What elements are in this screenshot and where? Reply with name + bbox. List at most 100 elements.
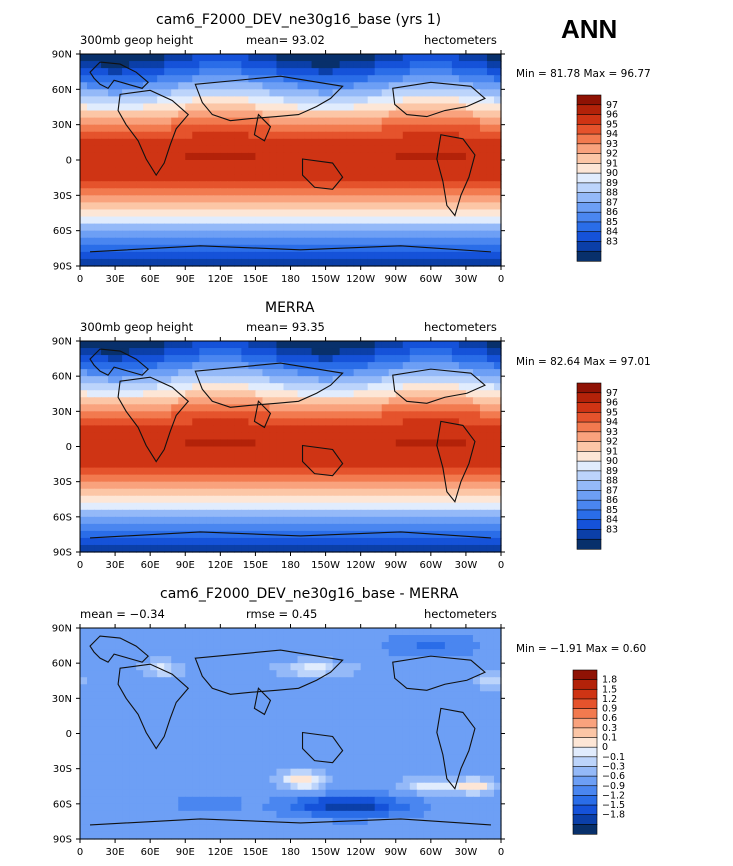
field-cell bbox=[311, 544, 320, 553]
field-cell bbox=[136, 251, 144, 260]
field-cell bbox=[255, 160, 264, 168]
field-cell bbox=[304, 733, 313, 742]
field-cell bbox=[220, 642, 228, 650]
field-cell bbox=[353, 82, 362, 90]
field-cell bbox=[304, 209, 313, 218]
field-cell bbox=[122, 677, 130, 685]
field-cell bbox=[94, 495, 102, 504]
field-cell bbox=[402, 509, 411, 518]
field-cell bbox=[171, 251, 179, 260]
field-cell bbox=[164, 202, 172, 211]
field-cell bbox=[465, 209, 474, 218]
field-cell bbox=[178, 167, 186, 175]
field-cell bbox=[262, 502, 271, 511]
field-cell bbox=[157, 160, 165, 168]
field-cell bbox=[311, 244, 320, 253]
field-cell bbox=[129, 103, 137, 112]
field-cell bbox=[262, 258, 271, 267]
field-cell bbox=[129, 195, 137, 203]
field-cell bbox=[143, 124, 151, 133]
field-cell bbox=[157, 425, 165, 434]
field-cell bbox=[213, 467, 221, 476]
field-cell bbox=[402, 544, 411, 553]
field-cell bbox=[465, 96, 474, 105]
field-cell bbox=[213, 397, 221, 405]
field-cell bbox=[276, 152, 285, 161]
field-cell bbox=[108, 761, 116, 770]
field-cell bbox=[486, 747, 495, 756]
field-cell bbox=[115, 530, 123, 539]
field-cell bbox=[367, 635, 376, 643]
field-cell bbox=[423, 719, 432, 728]
field-cell bbox=[318, 635, 327, 643]
field-cell bbox=[241, 152, 249, 161]
field-cell bbox=[388, 404, 397, 412]
field-cell bbox=[255, 544, 264, 553]
field-cell bbox=[318, 733, 327, 742]
field-cell bbox=[486, 145, 495, 154]
field-cell bbox=[367, 145, 376, 154]
field-cell bbox=[465, 432, 474, 441]
colorbar-label: 84 bbox=[606, 227, 618, 238]
field-cell bbox=[115, 705, 123, 713]
field-cell bbox=[304, 390, 313, 398]
colorbar-label: 95 bbox=[606, 119, 618, 130]
field-cell bbox=[241, 726, 249, 735]
field-cell bbox=[171, 96, 179, 105]
field-cell bbox=[101, 726, 109, 735]
field-cell bbox=[185, 474, 193, 483]
field-cell bbox=[290, 138, 299, 147]
field-cell bbox=[136, 670, 144, 678]
field-cell bbox=[136, 195, 144, 203]
field-cell bbox=[283, 754, 292, 763]
field-cell bbox=[409, 181, 418, 189]
field-cell bbox=[157, 698, 165, 706]
field-cell bbox=[381, 705, 390, 713]
field-cell bbox=[472, 376, 481, 384]
field-cell bbox=[416, 544, 425, 553]
field-cell bbox=[304, 174, 313, 182]
field-cell bbox=[290, 96, 299, 105]
field-cell bbox=[192, 145, 200, 154]
field-cell bbox=[234, 705, 242, 713]
field-cell bbox=[283, 202, 292, 211]
field-cell bbox=[171, 181, 179, 189]
field-cell bbox=[402, 202, 411, 211]
field-cell bbox=[374, 495, 383, 504]
field-cell bbox=[192, 188, 200, 196]
field-cell bbox=[206, 223, 214, 232]
field-cell bbox=[332, 397, 341, 405]
field-cell bbox=[283, 663, 292, 671]
x-tick-label: 0 bbox=[498, 560, 504, 571]
x-tick-label: 60E bbox=[141, 274, 160, 285]
field-cell bbox=[409, 411, 418, 419]
field-cell bbox=[80, 474, 88, 483]
field-cell bbox=[311, 188, 320, 196]
field-cell bbox=[416, 761, 425, 770]
field-cell bbox=[178, 152, 186, 161]
field-cell bbox=[388, 698, 397, 706]
field-cell bbox=[164, 223, 172, 232]
field-cell bbox=[318, 439, 327, 448]
field-cell bbox=[129, 516, 137, 525]
field-cell bbox=[129, 96, 137, 105]
field-cell bbox=[493, 68, 502, 76]
field-cell bbox=[311, 362, 320, 370]
field-cell bbox=[290, 523, 299, 532]
field-cell bbox=[332, 726, 341, 735]
field-cell bbox=[101, 89, 109, 97]
field-cell bbox=[269, 544, 278, 553]
field-cell bbox=[122, 460, 130, 469]
field-cell bbox=[185, 537, 193, 546]
y-tick-label: 90S bbox=[53, 548, 72, 559]
field-cell bbox=[493, 195, 502, 203]
field-cell bbox=[262, 174, 271, 182]
field-cell bbox=[304, 341, 313, 349]
field-cell bbox=[87, 362, 95, 370]
field-cell bbox=[297, 684, 306, 692]
field-cell bbox=[227, 117, 235, 126]
field-cell bbox=[283, 237, 292, 246]
field-cell bbox=[367, 117, 376, 126]
field-cell bbox=[409, 705, 418, 713]
field-cell bbox=[94, 530, 102, 539]
